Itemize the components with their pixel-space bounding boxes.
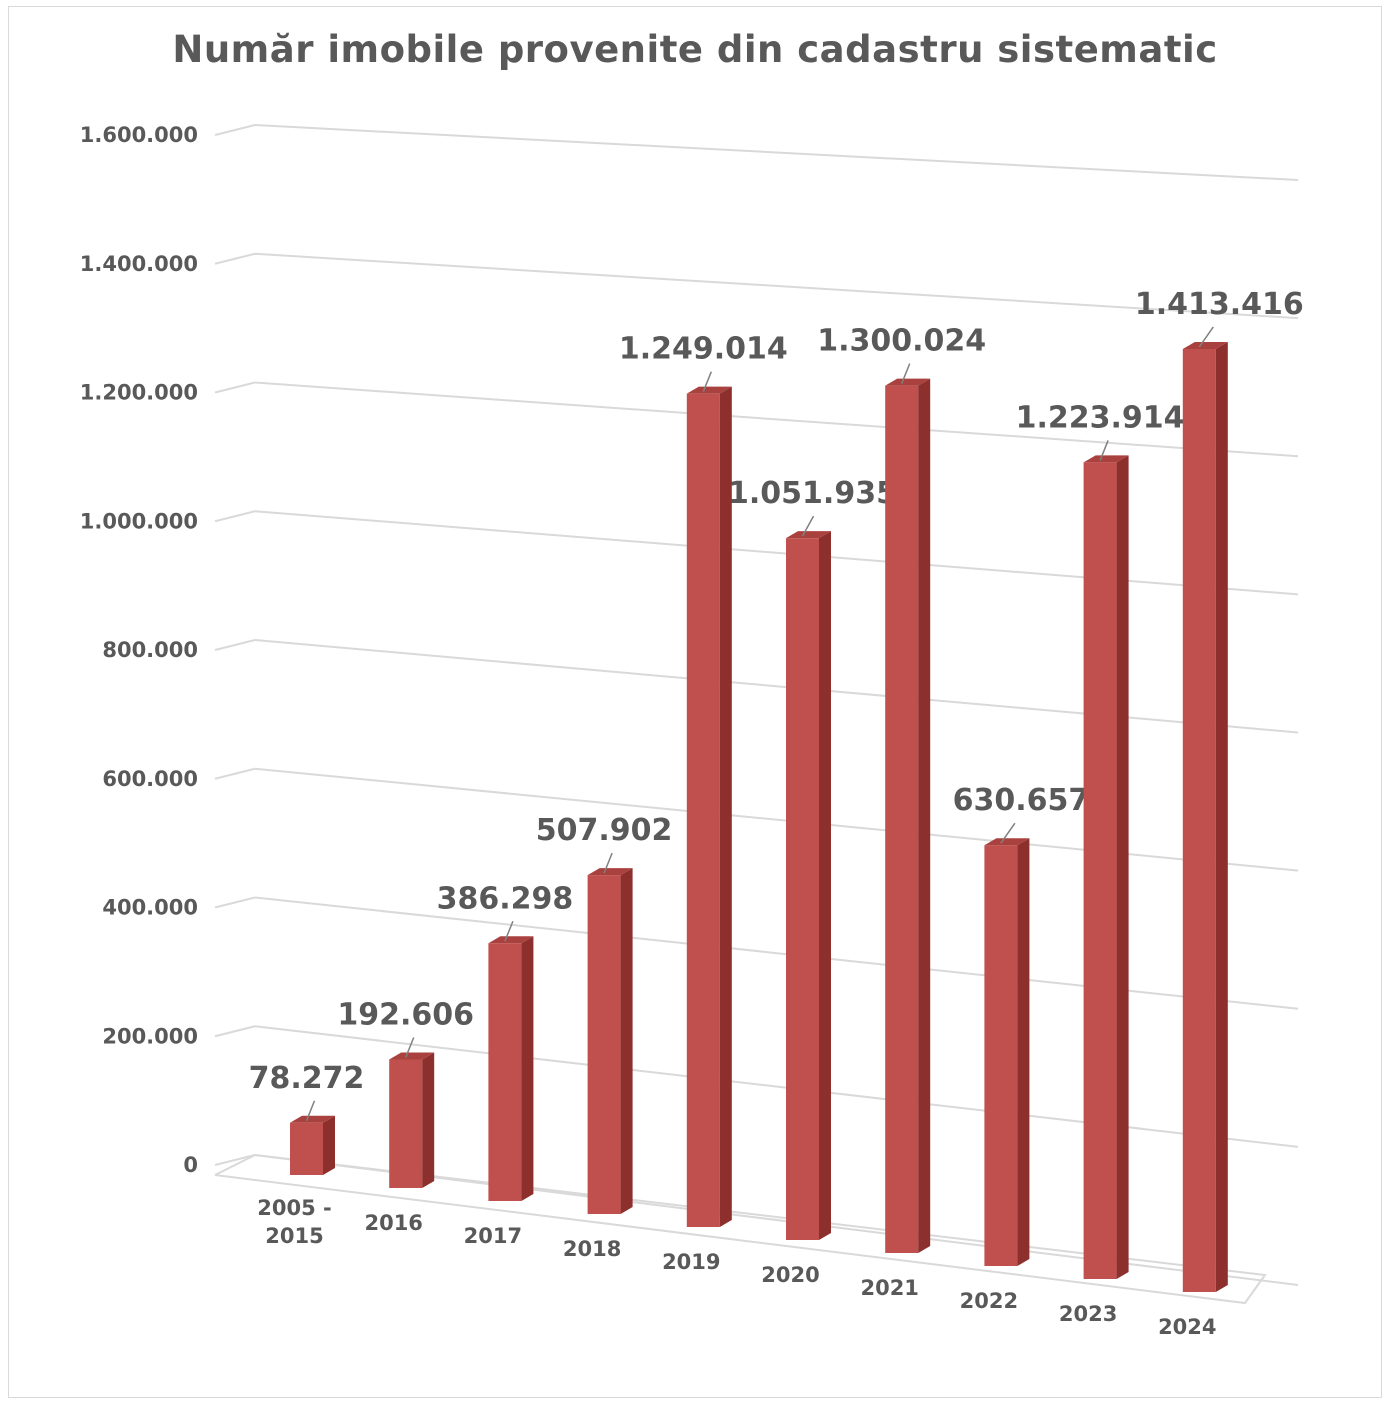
gridline — [214, 381, 256, 394]
y-tick-label: 600.000 — [102, 767, 198, 791]
gridline — [214, 124, 256, 136]
bar — [686, 393, 720, 1227]
data-label: 1.413.416 — [1135, 287, 1304, 322]
x-tick-label: 2017 — [464, 1224, 522, 1248]
bar — [1182, 348, 1216, 1292]
leader-line — [1198, 326, 1214, 348]
chart-floor — [214, 1153, 1267, 1305]
x-tick-label: 2005 -2015 — [257, 1196, 331, 1248]
data-label: 1.249.014 — [619, 332, 788, 367]
bar-side — [422, 1052, 435, 1188]
bar — [290, 1122, 323, 1175]
leader-line — [504, 920, 514, 942]
leader-line — [702, 371, 712, 392]
bar — [786, 538, 819, 1240]
data-label: 386.298 — [437, 881, 574, 916]
data-label: 192.606 — [337, 997, 474, 1032]
leader-line — [305, 1100, 316, 1122]
x-tick-label: 2022 — [960, 1289, 1018, 1313]
gridline — [254, 124, 1299, 181]
bar-side — [1017, 838, 1030, 1266]
bar-top — [786, 531, 831, 539]
x-tick-label: 2024 — [1158, 1315, 1216, 1339]
bar-top — [1182, 341, 1228, 349]
leader-line — [1099, 440, 1109, 461]
bar — [885, 385, 919, 1253]
gridline — [214, 510, 256, 523]
x-tick-label: 2018 — [563, 1237, 621, 1261]
bar — [587, 875, 621, 1214]
bar-top — [885, 378, 931, 386]
bar-side — [1215, 341, 1228, 1292]
gridline — [254, 252, 1299, 320]
data-label: 1.300.024 — [817, 324, 986, 359]
data-label: 1.223.914 — [1016, 400, 1185, 435]
y-tick-label: 1.000.000 — [80, 509, 198, 533]
bar-side — [323, 1115, 335, 1175]
gridline — [214, 639, 256, 651]
leader-line — [603, 852, 613, 874]
bar — [389, 1059, 423, 1188]
y-tick-label: 1.600.000 — [80, 123, 198, 147]
gridline — [214, 767, 256, 780]
bar-side — [521, 936, 534, 1201]
gridline — [214, 896, 256, 909]
bar — [984, 845, 1018, 1266]
x-tick-label: 2023 — [1059, 1302, 1117, 1326]
bar-top — [389, 1052, 435, 1060]
chart-title: Număr imobile provenite din cadastru sis… — [172, 28, 1218, 71]
data-label: 1.051.935 — [728, 476, 897, 511]
y-tick-label: 800.000 — [102, 638, 198, 662]
leader-line — [1000, 822, 1016, 844]
bar-top — [290, 1115, 335, 1123]
bar-top — [686, 386, 732, 394]
leader-line — [901, 363, 911, 384]
bar — [488, 943, 522, 1201]
gridline — [254, 381, 1299, 458]
bar-top — [488, 936, 534, 944]
y-tick-label: 400.000 — [102, 896, 198, 920]
gridline — [214, 252, 256, 265]
bar-top — [984, 838, 1030, 846]
bar-side — [1116, 455, 1129, 1279]
y-tick-label: 0 — [183, 1153, 198, 1177]
x-tick-label: 2019 — [662, 1250, 720, 1274]
bar-top — [1083, 455, 1129, 463]
y-tick-label: 1.200.000 — [80, 381, 198, 405]
bar-side — [819, 531, 831, 1240]
bar-side — [620, 868, 633, 1214]
x-tick-label: 2021 — [860, 1276, 918, 1300]
data-label: 78.272 — [249, 1061, 365, 1096]
x-tick-label: 2016 — [364, 1211, 422, 1235]
x-tick-label: 2020 — [761, 1263, 819, 1287]
gridline — [214, 1154, 256, 1166]
gridline — [254, 639, 1299, 734]
gridline — [254, 510, 1299, 596]
leader-line — [801, 515, 815, 537]
gridline — [254, 767, 1299, 872]
gridline — [214, 1025, 256, 1038]
y-tick-label: 200.000 — [102, 1024, 198, 1048]
bar — [1083, 462, 1117, 1279]
leader-line — [405, 1037, 415, 1058]
y-tick-label: 1.400.000 — [80, 252, 198, 276]
bar-side — [719, 386, 732, 1227]
gridline — [254, 896, 1299, 1010]
data-label: 507.902 — [536, 813, 673, 848]
data-label: 630.657 — [953, 783, 1090, 818]
bar-side — [918, 378, 931, 1253]
bar-top — [587, 868, 633, 876]
